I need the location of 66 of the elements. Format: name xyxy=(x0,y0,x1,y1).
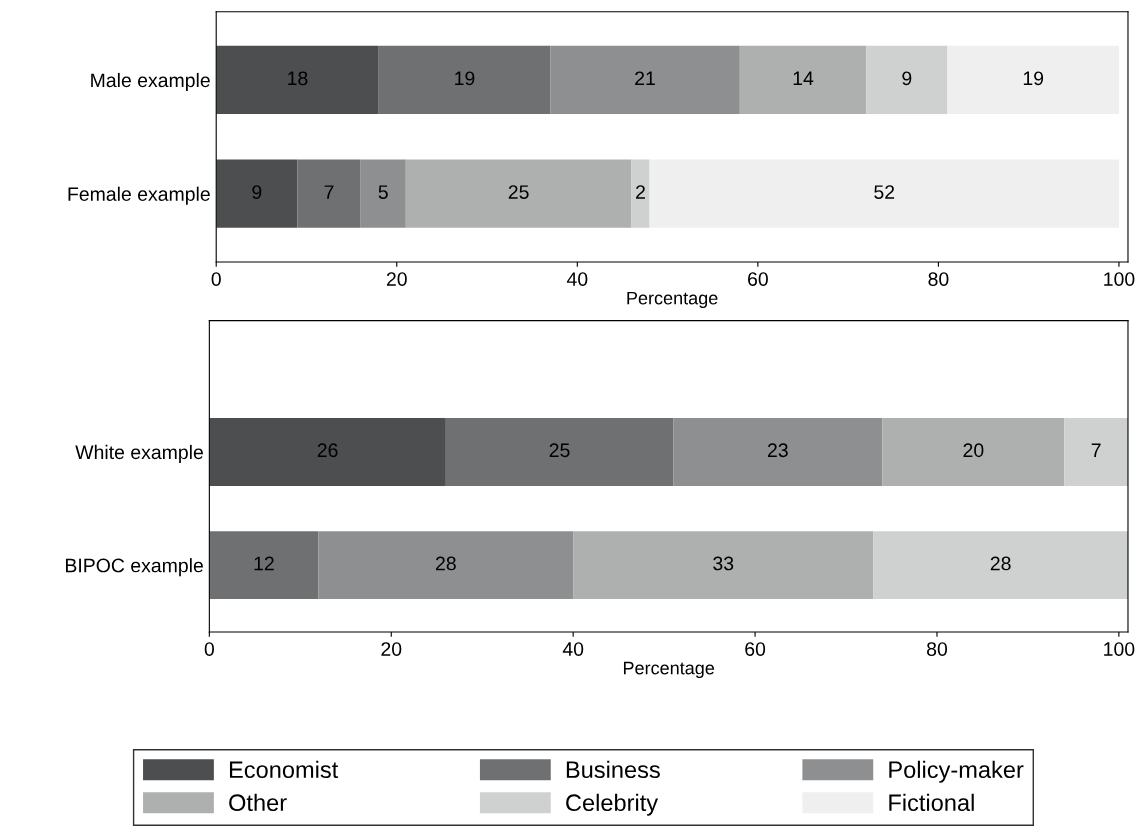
bar xyxy=(360,159,406,228)
x-tick-label: 80 xyxy=(928,272,949,286)
data-label: 19 xyxy=(455,71,475,86)
y-tick-label: Male example xyxy=(91,72,210,92)
bar xyxy=(573,531,874,600)
data-label: 18 xyxy=(288,71,308,86)
bar xyxy=(873,531,1128,600)
x-tick-label: 20 xyxy=(381,642,402,656)
x-tick-label: 40 xyxy=(566,272,588,286)
bar xyxy=(297,159,361,228)
y-tick-label: White example xyxy=(75,444,203,463)
bar xyxy=(378,45,551,115)
y-tick-label: Female example xyxy=(68,186,210,205)
data-label: 2 xyxy=(636,185,645,199)
bar xyxy=(318,531,574,600)
bar xyxy=(550,45,740,115)
data-label: 9 xyxy=(902,71,912,86)
data-label: 23 xyxy=(767,443,788,458)
data-label: 25 xyxy=(508,185,529,199)
bar xyxy=(445,417,674,486)
bar xyxy=(209,531,319,600)
data-label: 19 xyxy=(1023,71,1044,86)
x-tick-label: 0 xyxy=(204,642,214,656)
x-tick-label: 0 xyxy=(211,272,221,286)
x-tick-label: 60 xyxy=(748,272,768,286)
data-label: 5 xyxy=(378,185,388,199)
bar xyxy=(209,417,446,486)
data-label: 28 xyxy=(990,556,1011,571)
legend-label: Economist xyxy=(229,760,339,779)
bar xyxy=(631,159,650,228)
bar xyxy=(405,159,632,228)
x-tick-label: 20 xyxy=(386,272,407,286)
data-label: 21 xyxy=(635,71,655,85)
data-label: 14 xyxy=(793,71,814,85)
bar xyxy=(216,45,379,115)
data-label: 9 xyxy=(252,185,262,199)
legend-label: Fictional xyxy=(889,793,974,812)
x-tick-label: 60 xyxy=(745,642,766,656)
data-label: 7 xyxy=(1091,443,1101,457)
legend-label: Policy-maker xyxy=(889,760,1024,783)
data-label: 12 xyxy=(254,556,274,571)
x-axis-title: Percentage xyxy=(627,291,718,309)
x-tick-label: 100 xyxy=(1104,642,1135,656)
data-label: 28 xyxy=(436,556,456,571)
x-tick-label: 100 xyxy=(1104,272,1135,286)
bar xyxy=(673,417,883,486)
bar xyxy=(216,159,298,228)
x-tick-label: 40 xyxy=(562,642,584,656)
legend-label: Business xyxy=(566,760,660,779)
bar xyxy=(947,45,1119,115)
legend-label: Other xyxy=(229,793,287,812)
data-label: 25 xyxy=(549,443,570,458)
bar xyxy=(649,159,1119,228)
bar xyxy=(882,417,1065,486)
legend-label: Celebrity xyxy=(566,793,659,816)
data-label: 33 xyxy=(713,556,734,571)
y-tick-label: BIPOC example xyxy=(65,558,203,577)
bar xyxy=(1064,417,1128,486)
data-label: 7 xyxy=(324,185,334,199)
bar xyxy=(739,45,867,115)
bar xyxy=(866,45,948,115)
data-label: 26 xyxy=(317,443,338,458)
x-axis-title: Percentage xyxy=(623,661,715,678)
data-label: 52 xyxy=(874,185,895,199)
data-label: 20 xyxy=(963,443,984,458)
x-tick-label: 80 xyxy=(927,642,948,656)
